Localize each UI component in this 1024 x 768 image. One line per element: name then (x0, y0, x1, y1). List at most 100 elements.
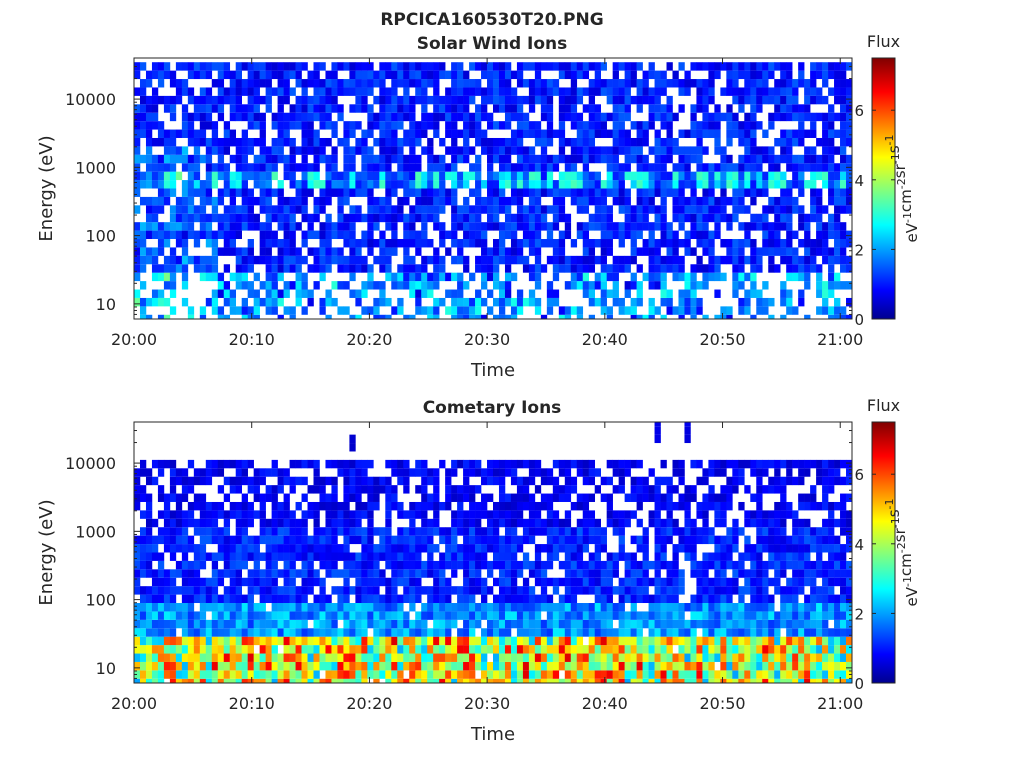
spectrogram-cell (498, 493, 506, 502)
spectrogram-cell (277, 476, 284, 486)
spectrogram-cell (576, 468, 584, 477)
spectrogram-cell (134, 552, 141, 561)
spectrogram-cell (678, 154, 685, 164)
spectrogram-cell (708, 272, 715, 282)
spectrogram-cell (301, 239, 308, 248)
spectrogram-cell (714, 213, 721, 223)
spectrogram-cell (475, 611, 482, 620)
spectrogram-cell (199, 476, 207, 486)
spectrogram-cell (409, 560, 416, 570)
spectrogram-cell (385, 121, 392, 130)
spectrogram-cell (409, 163, 416, 172)
spectrogram-cell (600, 255, 607, 265)
spectrogram-cell (516, 569, 524, 578)
spectrogram-cell (684, 422, 691, 427)
spectrogram-cell (319, 619, 326, 629)
spectrogram-cell (301, 281, 308, 290)
spectrogram-cell (199, 121, 207, 130)
spectrogram-cell (289, 137, 296, 147)
spectrogram-cell (433, 603, 440, 612)
spectrogram-cell (684, 79, 691, 88)
spectrogram-cell (367, 205, 374, 214)
spectrogram-cell (361, 527, 368, 536)
spectrogram-cell (558, 255, 566, 265)
spectrogram-cell (672, 112, 679, 122)
spectrogram-cell (379, 70, 386, 80)
spectrogram-cell (403, 653, 410, 662)
spectrogram-cell (516, 594, 524, 604)
spectrogram-cell (181, 645, 189, 654)
spectrogram-cell (600, 129, 607, 138)
spectrogram-cell (319, 636, 326, 646)
spectrogram-cell (403, 213, 410, 223)
spectrogram-cell (606, 247, 613, 256)
spectrogram-cell (493, 281, 500, 290)
spectrogram-cell (475, 154, 482, 164)
spectrogram-cell (498, 314, 506, 319)
spectrogram-cell (367, 611, 374, 620)
spectrogram-cell (193, 104, 201, 113)
spectrogram-cell (391, 247, 398, 256)
spectrogram-cell (265, 239, 272, 248)
spectrogram-cell (475, 544, 482, 553)
spectrogram-cell (391, 670, 398, 679)
spectrogram-cell (756, 180, 763, 189)
spectrogram-cell (229, 544, 237, 553)
spectrogram-cell (606, 594, 613, 604)
spectrogram-cell (355, 171, 362, 181)
spectrogram-cell (600, 264, 607, 273)
spectrogram-cell (139, 297, 147, 307)
spectrogram-cell (451, 552, 458, 561)
spectrogram-cell (409, 518, 416, 528)
spectrogram-cell (307, 171, 314, 181)
spectrogram-cell (570, 535, 578, 545)
spectrogram-cell (205, 619, 213, 629)
spectrogram-cell (313, 661, 320, 671)
spectrogram-cell (463, 196, 470, 206)
spectrogram-cell (331, 636, 338, 646)
spectrogram-cell (289, 163, 296, 172)
spectrogram-cell (265, 560, 272, 570)
spectrogram-cell (361, 70, 368, 80)
spectrogram-cell (223, 535, 231, 545)
spectrogram-cell (295, 661, 302, 671)
spectrogram-cell (642, 678, 649, 683)
spectrogram-cell (660, 137, 667, 147)
spectrogram-cell (337, 171, 344, 181)
spectrogram-cell (271, 87, 278, 96)
spectrogram-cell (301, 476, 308, 486)
spectrogram-cell (552, 645, 560, 654)
spectrogram-cell (157, 611, 165, 620)
spectrogram-cell (157, 121, 165, 130)
spectrogram-cell (708, 62, 715, 71)
spectrogram-cell (343, 527, 350, 536)
spectrogram-cell (265, 70, 272, 80)
spectrogram-cell (337, 222, 344, 231)
spectrogram-cell (558, 230, 566, 240)
spectrogram-cell (786, 129, 793, 138)
spectrogram-cell (235, 636, 242, 646)
spectrogram-cell (612, 188, 619, 197)
spectrogram-cell (600, 527, 607, 536)
spectrogram-cell (355, 264, 362, 273)
spectrogram-cell (582, 230, 590, 240)
spectrogram-cell (481, 670, 488, 679)
spectrogram-cell (277, 636, 284, 646)
spectrogram-cell (229, 670, 237, 679)
spectrogram-cell (187, 661, 195, 671)
spectrogram-cell (558, 129, 566, 138)
spectrogram-cell (433, 188, 440, 197)
spectrogram-cell (504, 87, 512, 96)
spectrogram-cell (415, 594, 422, 604)
spectrogram-cell (145, 137, 153, 147)
spectrogram-cell (630, 255, 637, 265)
spectrogram-cell (636, 636, 643, 646)
spectrogram-cell (391, 104, 398, 113)
spectrogram-cell (732, 95, 739, 105)
spectrogram-cell (516, 222, 524, 231)
spectrogram-cell (774, 79, 781, 88)
spectrogram-cell (259, 281, 266, 290)
spectrogram-cell (289, 121, 296, 130)
spectrogram-cell (427, 112, 434, 122)
spectrogram-cell (834, 129, 841, 138)
